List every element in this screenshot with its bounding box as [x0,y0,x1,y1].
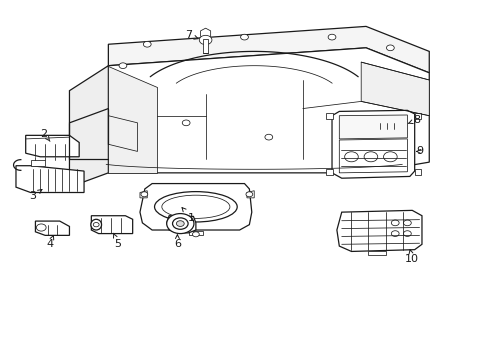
Circle shape [383,152,396,162]
Circle shape [143,41,151,47]
Polygon shape [339,139,407,173]
Polygon shape [414,169,421,175]
Text: 1: 1 [182,208,194,222]
Polygon shape [361,62,428,116]
Polygon shape [91,216,132,234]
Circle shape [119,63,126,68]
Polygon shape [30,160,45,166]
Polygon shape [246,191,254,198]
Ellipse shape [91,219,102,230]
Text: 8: 8 [407,115,420,125]
Polygon shape [140,184,251,230]
Ellipse shape [162,195,229,219]
Polygon shape [339,115,407,139]
Polygon shape [108,26,428,73]
Text: 5: 5 [113,233,122,249]
Circle shape [166,213,194,234]
Polygon shape [108,48,428,173]
Text: 4: 4 [46,235,54,249]
Circle shape [390,231,398,237]
Circle shape [141,192,147,197]
Polygon shape [325,113,332,118]
Circle shape [327,34,335,40]
Text: 10: 10 [405,249,418,264]
Polygon shape [166,216,196,233]
Circle shape [245,192,252,197]
Circle shape [364,152,377,162]
Circle shape [403,220,410,226]
Ellipse shape [154,192,237,222]
Circle shape [93,222,99,227]
Circle shape [344,152,358,162]
Circle shape [240,34,248,40]
Polygon shape [375,121,407,130]
Circle shape [192,232,199,237]
Circle shape [386,45,393,51]
Polygon shape [16,166,84,193]
Text: 9: 9 [415,147,422,157]
Circle shape [199,35,211,45]
Polygon shape [368,251,385,255]
Polygon shape [414,113,421,118]
Text: 7: 7 [184,30,198,40]
Text: 3: 3 [29,189,42,201]
Circle shape [36,224,46,231]
Polygon shape [188,231,203,235]
Polygon shape [69,66,108,187]
Circle shape [390,220,398,226]
Polygon shape [26,135,79,157]
Polygon shape [331,111,414,178]
Text: 2: 2 [41,129,50,141]
Polygon shape [35,221,69,235]
Polygon shape [336,210,421,251]
Circle shape [403,231,410,237]
Polygon shape [325,169,332,175]
Polygon shape [200,28,210,39]
Circle shape [176,221,184,226]
Circle shape [172,218,188,229]
Text: 6: 6 [174,235,181,249]
Polygon shape [108,116,137,152]
Polygon shape [140,191,147,198]
Circle shape [264,134,272,140]
Polygon shape [108,66,157,173]
Bar [203,39,207,53]
Circle shape [182,120,190,126]
